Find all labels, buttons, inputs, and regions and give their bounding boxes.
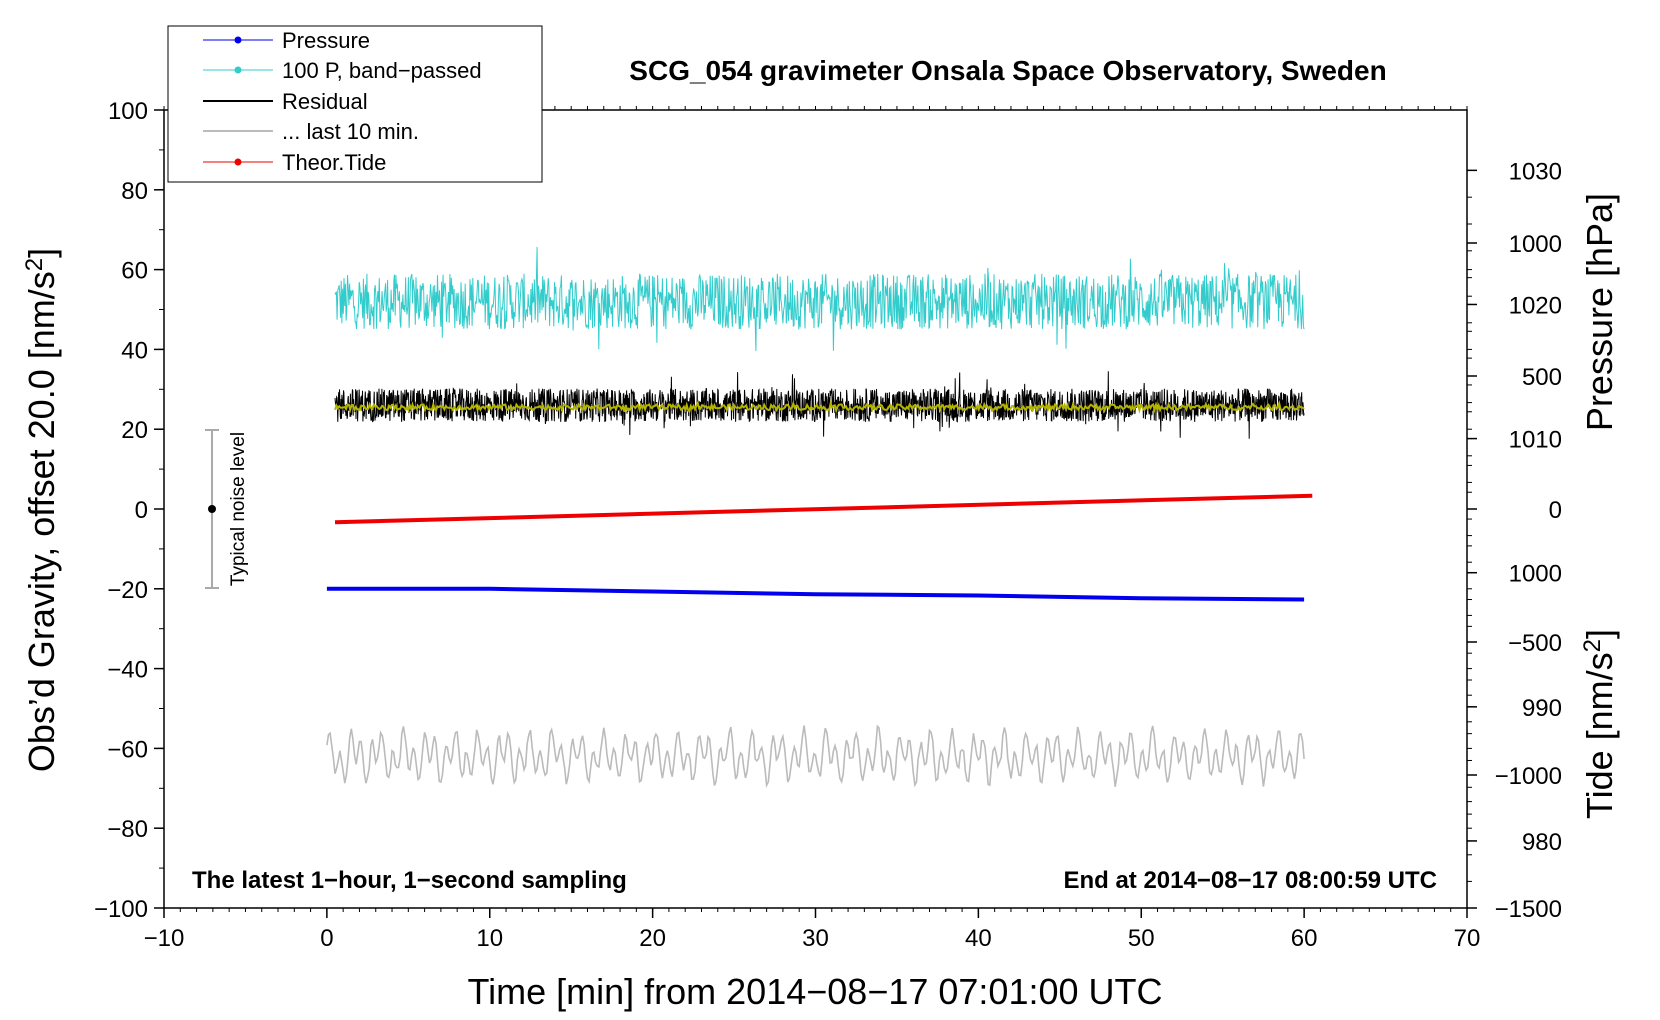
y-tide-tick-label: 500	[1522, 364, 1562, 391]
legend-label-last-10-min: ... last 10 min.	[282, 119, 419, 144]
x-tick-label: 40	[965, 925, 992, 952]
legend-marker-pressure	[234, 36, 242, 44]
y-pressure-tick-label: 990	[1522, 695, 1562, 722]
axis-ticks: −10 0 10 20 30 40 50 60 70100806040200−20−40−60−…	[94, 98, 1562, 952]
y-tide-tick-label: 1000	[1509, 231, 1562, 258]
y-axis-left-title: Obs’d Gravity, offset 20.0 [nm/s2]	[21, 248, 62, 772]
y-left-tick-label: −40	[107, 657, 148, 684]
y-left-tick-label: 20	[121, 417, 148, 444]
legend-marker-theor-tide	[234, 158, 242, 166]
y-tide-tick-label: −1000	[1495, 763, 1562, 790]
y-left-tick-label: −20	[107, 577, 148, 604]
y-left-tick-label: −80	[107, 816, 148, 843]
y-axis-pressure-title: Pressure [hPa]	[1579, 193, 1620, 431]
legend-entry-theor-tide: Theor.Tide	[203, 150, 386, 175]
y-left-tick-label: 40	[121, 337, 148, 364]
annotation-end-time: End at 2014−08−17 08:00:59 UTC	[1063, 867, 1437, 894]
y-pressure-tick-label: 1000	[1509, 561, 1562, 588]
chart-title: SCG_054 gravimeter Onsala Space Observat…	[629, 55, 1386, 86]
series-residual-smoothed	[334, 399, 1305, 414]
x-axis-title: Time [min] from 2014−08−17 07:01:00 UTC	[467, 971, 1162, 1012]
y-pressure-tick-label: 980	[1522, 829, 1562, 856]
legend-box	[167, 25, 543, 183]
y-left-tick-label: 100	[108, 98, 148, 125]
noise-bar-label: Typical noise level	[228, 432, 249, 586]
legend-entry-last-10-min: ... last 10 min.	[203, 119, 419, 144]
x-tick-label: 60	[1291, 925, 1318, 952]
y-left-tick-label: −100	[94, 896, 148, 923]
y-axis-tide-title: Tide [nm/s2]	[1579, 629, 1620, 819]
y-tide-tick-label: −1500	[1495, 896, 1562, 923]
y-left-tick-label: −60	[107, 736, 148, 763]
noise-level-indicator: Typical noise level	[205, 429, 249, 589]
y-tide-tick-label: 0	[1549, 497, 1562, 524]
annotation-sampling: The latest 1−hour, 1−second sampling	[192, 867, 627, 894]
x-tick-label: 30	[802, 925, 829, 952]
legend-entry-pressure: Pressure	[203, 28, 370, 53]
x-tick-label: 20	[639, 925, 666, 952]
x-tick-label: 10	[476, 925, 503, 952]
legend-label-residual: Residual	[282, 89, 368, 114]
y-left-tick-label: 80	[121, 178, 148, 205]
plot-area	[326, 246, 1313, 789]
series-pressure	[326, 586, 1305, 602]
y-left-tick-label: 60	[121, 258, 148, 285]
noise-bar-center-dot	[208, 505, 216, 513]
x-tick-label: −10	[144, 925, 185, 952]
series-band-passed	[334, 246, 1305, 351]
y-pressure-tick-label: 1020	[1509, 292, 1562, 319]
legend-entry-band-passed: 100 P, band−passed	[203, 58, 482, 83]
x-tick-label: 50	[1128, 925, 1155, 952]
y-tide-tick-label: −500	[1508, 630, 1562, 657]
legend-label-theor-tide: Theor.Tide	[282, 150, 386, 175]
legend: Pressure 100 P, band−passed Residual ...…	[167, 25, 543, 183]
legend-marker-band-passed	[234, 66, 242, 74]
x-tick-label: 0	[320, 925, 333, 952]
y-pressure-tick-label: 1030	[1509, 158, 1562, 185]
legend-label-pressure: Pressure	[282, 28, 370, 53]
y-left-tick-label: 0	[135, 497, 148, 524]
y-pressure-tick-label: 1010	[1509, 427, 1562, 454]
legend-label-band-passed: 100 P, band−passed	[282, 58, 482, 83]
series-theor-tide	[334, 493, 1313, 525]
series-last-10-min	[326, 724, 1305, 789]
legend-entry-residual: Residual	[203, 89, 368, 114]
x-tick-label: 70	[1454, 925, 1481, 952]
